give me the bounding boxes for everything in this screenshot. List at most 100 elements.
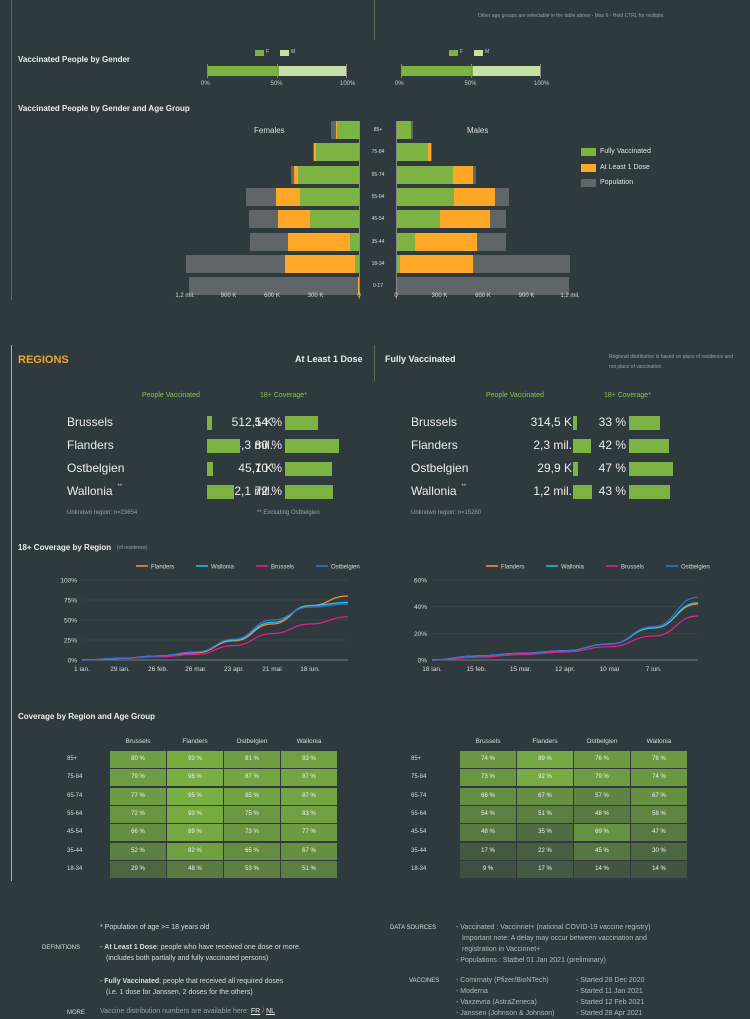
gender-legend-m-right: M bbox=[485, 49, 490, 55]
region-left-value-2: 45,1 K bbox=[238, 461, 273, 475]
males-label: Males bbox=[467, 126, 489, 135]
definition-dose1-detail: (includes both partially and fully vacci… bbox=[106, 955, 269, 962]
header-note: Other age groups are selectable in the t… bbox=[478, 13, 665, 19]
left-unknown-region: Unknown region: n=23654 bbox=[67, 510, 138, 516]
line2-legend-label-3: Ostbelgien bbox=[681, 565, 710, 571]
line2-ytick-2: 40% bbox=[414, 604, 427, 611]
link-fr[interactable]: FR bbox=[250, 1008, 261, 1015]
region-right-value-bar-1 bbox=[573, 439, 591, 453]
age-table-left-age-1: 75-84 bbox=[67, 774, 83, 781]
population-note: * Population of age >= 18 years old bbox=[100, 924, 210, 931]
legend-fully-label: Fully Vaccinated bbox=[600, 148, 651, 155]
age-table-left-cell-2-0: 77 % bbox=[110, 787, 166, 805]
region-right-value-3: 1,2 mil. bbox=[533, 484, 572, 498]
age-table-title: Coverage by Region and Age Group bbox=[18, 712, 156, 721]
age-table-left-cell-3-1: 93 % bbox=[167, 805, 223, 823]
age-table-left-age-0: 85+ bbox=[67, 756, 78, 762]
age-table-left-cell-6-1: 48 % bbox=[167, 860, 223, 878]
link-separator: / bbox=[262, 1008, 265, 1015]
age-table-left-cell-4-0: 66 % bbox=[110, 824, 166, 842]
gender-tick-right-0: 0% bbox=[395, 81, 404, 87]
pyramid-age-label-1: 75-84 bbox=[371, 149, 385, 156]
age-table-left-cell-5-2: 65 % bbox=[224, 842, 280, 860]
gender-tick-right-1: 50% bbox=[464, 81, 477, 87]
gender-axis-end-left bbox=[346, 64, 347, 78]
pyramid-right-tick-4: 1,2 mil. bbox=[560, 293, 580, 299]
definition-dose1-term: At Least 1 Dose bbox=[104, 944, 157, 951]
definition-fully-text: : people that received all required dose… bbox=[159, 978, 284, 985]
region-right-pct-bar-2 bbox=[629, 462, 673, 476]
line1-xtick-1: 29 ian. bbox=[110, 666, 130, 673]
age-table-right-cell-1-2: 79 % bbox=[574, 769, 630, 787]
line1-legend-label-0: Flanders bbox=[151, 565, 174, 571]
age-table-left-cell-6-0: 29 % bbox=[110, 860, 166, 878]
age-table-left-cell-1-1: 96 % bbox=[167, 769, 223, 787]
definition-dose1-dash: - bbox=[100, 944, 105, 951]
region-right-col-people: People Vaccinated bbox=[486, 392, 544, 399]
gender-axis-mid-right bbox=[470, 64, 472, 78]
age-table-right-cell-3-2: 48 % bbox=[574, 805, 630, 823]
vaccine-name-0: - Comirnaty (Pfizer/BioNTech) bbox=[456, 977, 549, 984]
age-table-left-cell-1-0: 79 % bbox=[110, 769, 166, 787]
link-nl[interactable]: NL bbox=[266, 1008, 276, 1015]
age-table-left-cell-3-0: 72 % bbox=[110, 805, 166, 823]
vaccine-date-3: - Started 28 Apr 2021 bbox=[576, 1010, 643, 1017]
pyramid-bar-female-d1-6 bbox=[285, 254, 359, 273]
line1-legend-label-1: Wallonia bbox=[211, 565, 234, 571]
age-table-right-cell-3-0: 54 % bbox=[460, 805, 516, 823]
definition-fully-detail: (i.e. 1 dose for Janssen, 2 doses for th… bbox=[106, 989, 253, 996]
legend-population-label: Population bbox=[600, 179, 634, 186]
pyramid-bar-male-fv-0 bbox=[396, 121, 411, 139]
region-right-name-3: Wallonia ** bbox=[411, 484, 467, 498]
regions-note: Regional distribution is based on place … bbox=[609, 354, 733, 370]
region-left-name-2: Ostbelgien bbox=[67, 461, 125, 475]
line2-xtick-1: 15 feb. bbox=[466, 666, 486, 673]
age-table-left-cell-0-2: 81 % bbox=[224, 751, 280, 768]
pyramid-bar-female-fv-0 bbox=[337, 121, 359, 139]
region-left-pct-2: 70 % bbox=[254, 461, 282, 475]
data-sources-label: DATA SOURCES bbox=[390, 925, 437, 931]
age-table-right-cell-1-1: 92 % bbox=[517, 769, 573, 787]
pyramid-age-label-2: 65-74 bbox=[371, 171, 385, 178]
line1-legend-label-3: Ostbelgien bbox=[331, 565, 360, 571]
pyramid-right-tick-0: 0 bbox=[394, 293, 398, 299]
line2-series-3 bbox=[431, 596, 699, 661]
coverage-subtitle: (of residence) bbox=[117, 545, 148, 551]
region-right-pct-0: 33 % bbox=[598, 415, 626, 429]
age-table-right-age-1: 75-84 bbox=[411, 774, 427, 781]
age-table-left-header-0: Brussels bbox=[125, 738, 151, 745]
definition-fully-dash: - bbox=[100, 978, 105, 985]
legend-dose1-swatch bbox=[581, 164, 596, 172]
pyramid-left-tick-2: 600 K bbox=[264, 293, 280, 299]
females-label: Females bbox=[254, 126, 285, 135]
line2-legend-label-2: Brussels bbox=[621, 565, 644, 571]
region-left-name-3: Wallonia ** bbox=[67, 484, 123, 498]
pyramid-right-tick-1: 300 K bbox=[431, 293, 448, 299]
region-right-pct-2: 47 % bbox=[598, 461, 626, 475]
line1-xtick-4: 23 apr. bbox=[224, 666, 244, 673]
pyramid-right-tick-2: 600 K bbox=[475, 293, 491, 299]
more-description: Vaccine distribution numbers are availab… bbox=[100, 1008, 249, 1015]
gender-legend-m-swatch-left bbox=[280, 50, 289, 56]
region-right-name-2: Ostbelgien bbox=[411, 461, 469, 475]
age-table-right-header-3: Wallonia bbox=[646, 738, 672, 745]
vaccines-label: VACCINES bbox=[409, 978, 440, 984]
line2-series-2 bbox=[431, 615, 699, 661]
pyramid-bar-female-d1-7 bbox=[358, 277, 359, 296]
line2-xtick-5: 7 iun. bbox=[646, 666, 662, 673]
line1-xtick-0: 1 ian. bbox=[74, 666, 90, 673]
line1-series-3 bbox=[81, 603, 349, 661]
regions-divider bbox=[11, 345, 12, 881]
vaccine-date-0: - Started 28 Dec 2020 bbox=[576, 977, 645, 984]
line1-ytick-0: 0% bbox=[68, 658, 78, 665]
age-table-left-cell-3-3: 83 % bbox=[281, 805, 337, 823]
pyramid-axis-left bbox=[359, 121, 360, 300]
vaccine-name-1: - Moderna bbox=[456, 988, 488, 995]
region-right-pct-3: 43 % bbox=[598, 484, 626, 498]
age-table-left-cell-5-1: 82 % bbox=[167, 842, 223, 860]
top-center-divider bbox=[374, 0, 375, 40]
line2-ytick-3: 60% bbox=[414, 578, 427, 585]
region-right-name-1: Flanders bbox=[411, 438, 458, 452]
age-table-right-cell-6-0: 9 % bbox=[460, 860, 516, 878]
gender-title: Vaccinated People by Gender bbox=[18, 55, 131, 64]
